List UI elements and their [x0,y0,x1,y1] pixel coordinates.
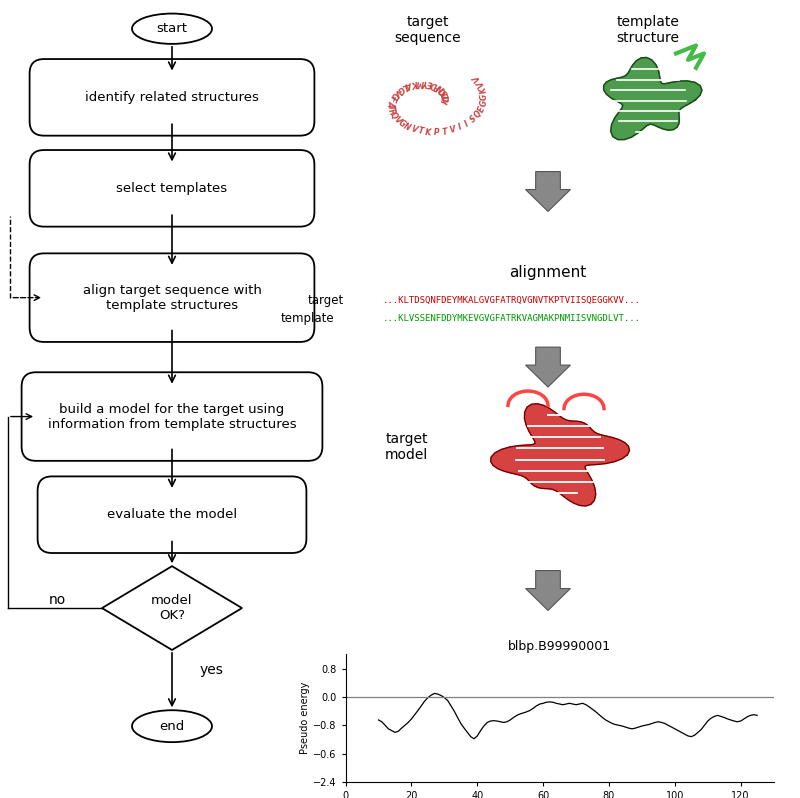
Text: G: G [389,89,399,100]
Text: G: G [478,99,489,107]
Polygon shape [102,567,242,650]
Polygon shape [526,172,570,211]
Text: E: E [426,78,433,88]
Text: P: P [434,128,439,137]
Text: ...KLVSSENFDDYMKEVGVGFATRKVAGMAKPNMIISVNGDLVT...: ...KLVSSENFDDYMKEVGVGFATRKVAGMAKPNMIISVN… [382,314,640,323]
Text: ...KLTDSQNFDEYMKALGVGFATRQVGNVTKPTVIISQEGGKVV...: ...KLTDSQNFDEYMKALGVGFATRQVGNVTKPTVIISQE… [382,295,640,305]
Text: Q: Q [388,111,399,121]
Text: N: N [402,121,412,132]
Text: L: L [401,81,409,91]
FancyBboxPatch shape [38,476,306,553]
Text: N: N [436,82,446,93]
Text: target: target [308,294,344,306]
Text: I: I [457,123,463,132]
Text: G: G [480,93,489,100]
Text: V: V [449,125,457,136]
Text: G: G [397,118,407,129]
Text: template
structure: template structure [617,15,679,45]
Text: T: T [418,126,424,136]
Text: T: T [442,127,448,136]
Text: V: V [471,73,482,83]
Text: S: S [468,115,478,125]
Text: start: start [157,22,187,35]
Text: I: I [463,120,470,128]
Y-axis label: Pseudo energy: Pseudo energy [300,682,310,754]
Text: L: L [442,96,452,102]
Text: evaluate the model: evaluate the model [107,508,237,521]
Text: K: K [425,128,432,137]
Text: F: F [434,81,442,91]
Text: yes: yes [200,663,224,678]
Text: S: S [440,88,450,97]
Text: A: A [406,79,414,89]
Text: D: D [430,79,438,89]
Polygon shape [526,571,570,610]
Text: G: G [396,83,406,94]
FancyBboxPatch shape [30,150,314,227]
Polygon shape [604,57,702,140]
Text: no: no [49,593,66,607]
FancyBboxPatch shape [22,372,322,461]
Text: target
sequence: target sequence [394,15,462,45]
Text: end: end [159,720,185,733]
Text: V: V [410,124,418,135]
Text: K: K [478,86,489,94]
Text: identify related structures: identify related structures [85,91,259,104]
Text: V: V [392,115,402,125]
FancyBboxPatch shape [30,59,314,136]
Text: V: V [475,79,486,89]
Text: A: A [386,99,395,106]
Text: model
OK?: model OK? [151,594,193,622]
Text: align target sequence with
template structures: align target sequence with template stru… [82,283,262,312]
Text: R: R [386,107,397,116]
Text: Q: Q [473,109,483,120]
Ellipse shape [132,14,212,44]
Text: K: K [441,97,451,105]
Text: F: F [386,95,397,103]
Title: blbp.B99990001: blbp.B99990001 [508,640,611,654]
Text: T: T [386,104,395,110]
Polygon shape [490,404,630,506]
Text: K: K [411,78,418,88]
Text: V: V [392,86,402,97]
Text: T: T [442,94,451,100]
Text: E: E [477,105,487,113]
Polygon shape [526,347,570,387]
Text: Q: Q [438,85,449,95]
Text: D: D [441,90,452,99]
Text: select templates: select templates [117,182,227,195]
FancyBboxPatch shape [30,254,314,342]
Text: template: template [281,312,334,325]
Ellipse shape [132,710,212,742]
Text: alignment: alignment [510,265,586,279]
Text: target
model: target model [385,432,428,462]
Text: build a model for the target using
information from template structures: build a model for the target using infor… [48,402,296,431]
Text: M: M [416,78,424,87]
Text: Y: Y [422,78,428,87]
